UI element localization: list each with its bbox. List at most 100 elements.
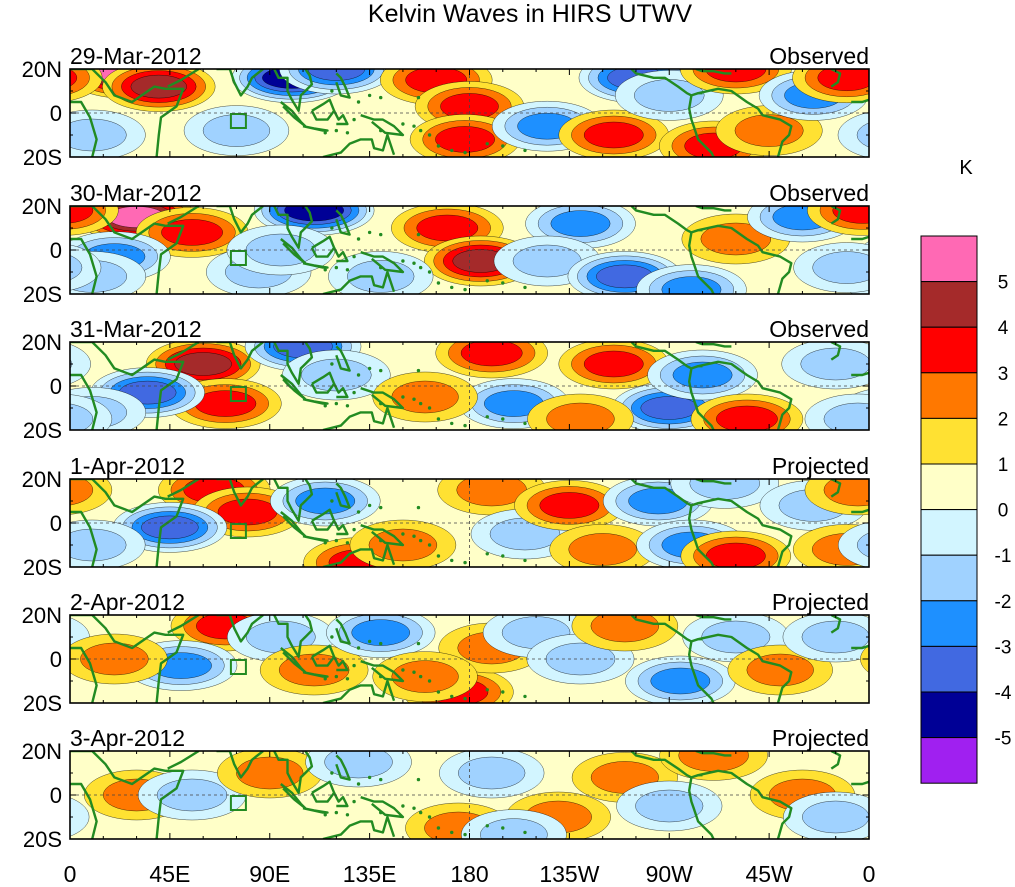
y-tick-label: 20N	[22, 603, 62, 628]
panel-kind-label: Projected	[772, 725, 869, 751]
colorbar-swatch	[920, 326, 978, 374]
panel-date-label: 1-Apr-2012	[70, 453, 185, 479]
colorbar-unit-label: K	[959, 157, 973, 179]
anomaly-blob	[558, 342, 669, 390]
colorbar-swatch	[920, 554, 978, 602]
y-tick-label: 0	[50, 238, 62, 263]
y-tick-label: 20S	[23, 827, 62, 852]
y-tick-label: 20S	[23, 418, 62, 443]
y-tick-label: 0	[50, 783, 62, 808]
index-box	[229, 386, 247, 402]
y-tick-label: 0	[50, 511, 62, 536]
y-tick-label: 20S	[23, 691, 62, 716]
panel-kind-label: Projected	[772, 453, 869, 479]
panel-date-label: 31-Mar-2012	[70, 316, 202, 342]
anomaly-blob	[70, 242, 869, 293]
x-axis: 0 45E 90E 135E 180 135W 90W 45W 0	[64, 861, 876, 887]
y-tick-label: 20N	[22, 57, 62, 82]
coastlines	[70, 615, 869, 703]
coastlines	[70, 342, 869, 430]
colorbar-swatch	[920, 600, 978, 647]
x-tick-label: 0	[863, 861, 876, 887]
x-tick-label: 135W	[539, 861, 599, 887]
panel-date-label: 2-Apr-2012	[70, 589, 185, 615]
colorbar: K -5 -4 -3 -2 -1 0 1 2 3 4 5	[920, 157, 1012, 784]
x-tick-label: 45W	[745, 861, 793, 887]
anomaly-blob	[616, 780, 723, 832]
panel-kind-label: Observed	[769, 316, 869, 342]
y-tick-label: 0	[50, 374, 62, 399]
colorbar-tick-label: 5	[998, 273, 1009, 294]
colorbar-tick-label: 0	[998, 501, 1009, 522]
index-box	[229, 523, 247, 539]
anomaly-blob	[70, 791, 869, 839]
anomaly-blob	[70, 519, 869, 567]
colorbar-swatch	[920, 417, 978, 465]
panel-date-label: 3-Apr-2012	[70, 725, 185, 751]
index-box	[229, 659, 247, 675]
colorbar-tick-label: 3	[998, 364, 1009, 385]
anomaly-blob	[439, 751, 545, 799]
anomaly-blob	[70, 479, 869, 516]
anomaly-blob	[305, 751, 412, 788]
colorbar-swatch	[920, 737, 978, 784]
colorbar-tick-label: 2	[998, 409, 1009, 430]
anomaly-blob	[514, 480, 625, 531]
index-box	[229, 113, 247, 129]
coastlines	[70, 69, 869, 157]
y-tick-label: 20S	[23, 555, 62, 580]
anomaly-blob	[70, 69, 869, 103]
anomaly-blob	[461, 809, 567, 839]
index-box	[229, 250, 247, 266]
anomaly-blob	[282, 349, 391, 401]
coastlines	[70, 206, 869, 294]
colorbar-tick-labels: -5 -4 -3 -2 -1 0 1 2 3 4 5	[995, 273, 1012, 750]
y-tick-label: 20S	[23, 282, 62, 307]
anomaly-blob	[326, 615, 436, 658]
anomaly-blob	[372, 371, 478, 423]
panel-date-label: 30-Mar-2012	[70, 180, 202, 206]
panel-kind-label: Projected	[772, 589, 869, 615]
anomaly-blob	[636, 264, 747, 294]
colorbar-swatch	[920, 281, 978, 328]
panel-4: 20N 0 20S 1-Apr-2012 Projected	[22, 453, 870, 580]
coastlines	[70, 479, 869, 567]
anomaly-blob	[372, 651, 478, 702]
x-tick-label: 180	[450, 861, 488, 887]
panel-6: 20N 0 20S 3-Apr-2012 Projected	[22, 725, 870, 852]
x-tick-label: 90W	[646, 861, 694, 887]
anomaly-blob	[670, 479, 779, 509]
colorbar-tick-label: -2	[995, 592, 1012, 613]
colorbar-swatch	[920, 691, 978, 739]
coastlines	[70, 751, 869, 839]
y-tick-label: 20N	[22, 467, 62, 492]
panel-3: 20N 0 20S 31-Mar-2012 Observed	[22, 316, 870, 443]
x-tick-label: 45E	[149, 861, 190, 887]
colorbar-swatch	[920, 509, 978, 556]
panel-5: 20N 0 20S 2-Apr-2012 Projected	[22, 589, 870, 716]
colorbar-swatch	[920, 645, 978, 693]
colorbar-swatch	[920, 463, 978, 511]
panel-kind-label: Observed	[769, 180, 869, 206]
anomaly-blob	[558, 109, 669, 157]
y-tick-label: 20N	[22, 194, 62, 219]
anomaly-blob	[435, 342, 548, 379]
anomaly-blob	[647, 349, 758, 401]
anomaly-blob	[527, 393, 634, 430]
y-tick-label: 20S	[23, 145, 62, 170]
colorbar-tick-label: -5	[995, 729, 1012, 750]
colorbar-tick-label: 4	[998, 318, 1009, 339]
anomaly-blob	[70, 109, 869, 157]
anomaly-blob	[70, 393, 869, 430]
panel-date-label: 29-Mar-2012	[70, 43, 202, 69]
anomaly-blob	[270, 479, 381, 527]
anomaly-blob	[525, 206, 636, 249]
colorbar-tick-label: -3	[995, 637, 1012, 658]
x-tick-label: 0	[64, 861, 77, 887]
anomaly-blob	[70, 206, 869, 236]
panel-2: 20N 0 20S 30-Mar-2012 Observed	[22, 180, 870, 307]
y-tick-label: 0	[50, 101, 62, 126]
index-box	[229, 795, 247, 811]
colorbar-tick-label: 1	[998, 455, 1009, 476]
